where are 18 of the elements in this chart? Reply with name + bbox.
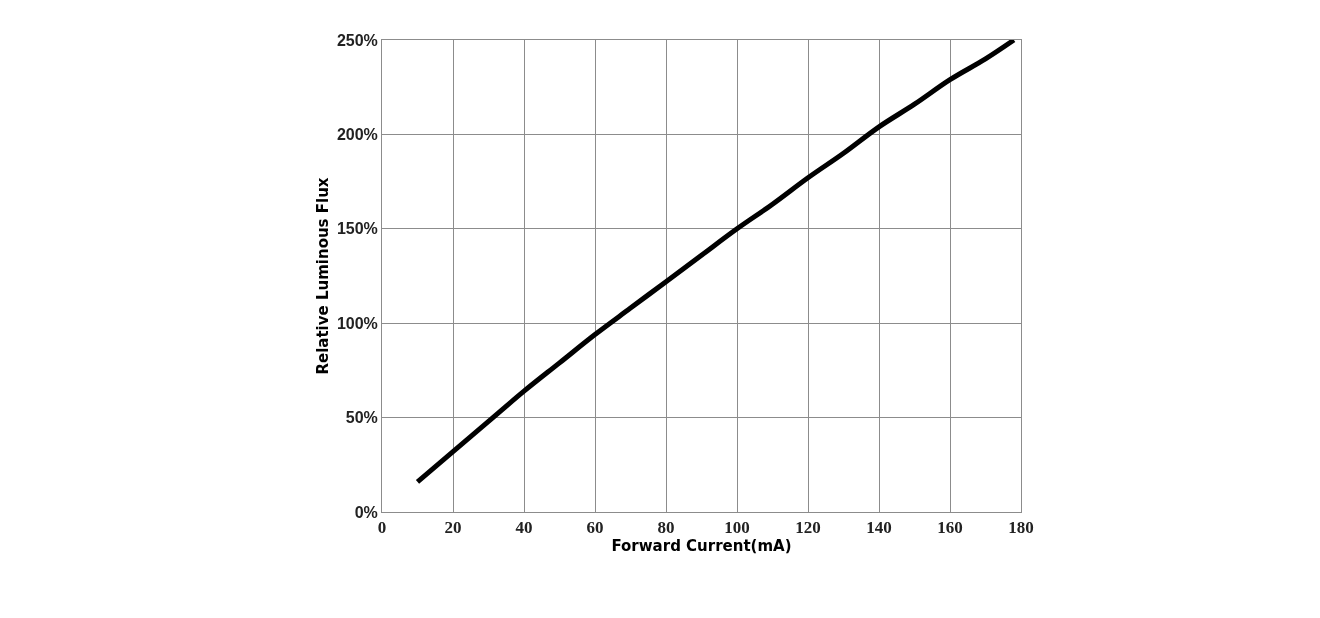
y-tick-label: 200%: [336, 126, 378, 143]
y-axis-title: Relative Luminous Flux: [314, 177, 333, 375]
x-tick-label: 120: [795, 518, 821, 538]
y-tick-label: 150%: [336, 220, 378, 238]
y-tick-label: 50%: [345, 409, 378, 427]
x-tick-label: 100: [724, 518, 750, 538]
x-tick-label: 180: [1008, 518, 1034, 538]
x-tick-label: 60: [586, 518, 604, 538]
y-tick-label: 250%: [336, 31, 378, 49]
x-axis-title: Forward Current(mA): [611, 537, 792, 556]
x-tick-label: 0: [377, 518, 387, 538]
x-tick-label: 160: [937, 518, 963, 538]
x-tick-label: 20: [444, 518, 462, 538]
x-tick-label: 140: [866, 518, 892, 538]
x-tick-label: 40: [515, 518, 533, 538]
y-tick-label: 0%: [354, 503, 378, 521]
x-tick-label: 80: [657, 518, 675, 538]
y-tick-label: 100%: [336, 314, 378, 332]
